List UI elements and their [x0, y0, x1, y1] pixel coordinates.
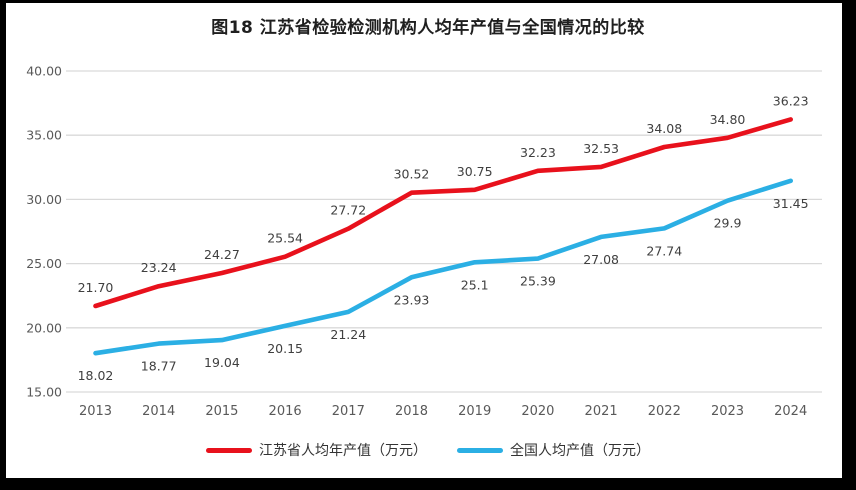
x-tick-label: 2017 — [332, 404, 365, 419]
x-tick-label: 2023 — [711, 404, 744, 419]
data-label: 23.24 — [141, 260, 177, 275]
data-label: 19.04 — [204, 355, 240, 370]
y-tick-label: 25.00 — [26, 256, 62, 271]
y-tick-label: 20.00 — [26, 320, 62, 335]
data-label: 18.02 — [78, 368, 114, 383]
frame-border-top — [0, 0, 856, 3]
y-tick-label: 30.00 — [26, 192, 62, 207]
y-tick-label: 15.00 — [26, 385, 62, 400]
x-tick-label: 2020 — [521, 404, 554, 419]
legend-item-jiangsu: 江苏省人均年产值（万元） — [206, 440, 427, 460]
data-label: 21.24 — [330, 327, 366, 342]
data-label: 21.70 — [78, 280, 114, 295]
data-label: 34.08 — [646, 121, 682, 136]
x-tick-label: 2016 — [269, 404, 302, 419]
data-label: 30.52 — [394, 167, 430, 182]
legend-item-national: 全国人均产值（万元） — [457, 440, 650, 460]
data-label: 32.23 — [520, 145, 556, 160]
x-tick-label: 2021 — [585, 404, 618, 419]
data-label: 27.08 — [583, 252, 619, 267]
legend-label-jiangsu: 江苏省人均年产值（万元） — [259, 443, 427, 459]
x-tick-label: 2015 — [205, 404, 238, 419]
y-tick-label: 40.00 — [26, 64, 62, 79]
data-label: 30.75 — [457, 164, 493, 179]
x-tick-label: 2014 — [142, 404, 175, 419]
x-tick-label: 2024 — [774, 404, 807, 419]
data-label: 25.39 — [520, 274, 556, 289]
data-label: 24.27 — [204, 247, 240, 262]
x-tick-label: 2013 — [79, 404, 112, 419]
x-tick-label: 2018 — [395, 404, 428, 419]
legend: 江苏省人均年产值（万元） 全国人均产值（万元） — [0, 440, 856, 460]
series-jiangsu-line — [93, 117, 794, 309]
data-label: 25.54 — [267, 231, 303, 246]
x-tick-label: 2019 — [458, 404, 491, 419]
data-label: 36.23 — [773, 93, 809, 108]
data-label: 18.77 — [141, 359, 177, 374]
data-label: 23.93 — [394, 292, 430, 307]
legend-swatch-jiangsu-line-icon — [206, 447, 252, 453]
data-label: 32.53 — [583, 141, 619, 156]
y-tick-label: 35.00 — [26, 128, 62, 143]
data-label: 27.74 — [646, 243, 682, 258]
data-label: 25.1 — [461, 277, 489, 292]
chart-title: 图18 江苏省检验检测机构人均年产值与全国情况的比较 — [211, 18, 645, 38]
data-label: 27.72 — [330, 203, 366, 218]
legend-label-national: 全国人均产值（万元） — [510, 443, 650, 459]
series-national-line — [93, 178, 794, 356]
data-label: 20.15 — [267, 341, 303, 356]
frame-border-bottom — [0, 478, 856, 490]
frame-border-right — [842, 0, 856, 490]
legend-swatch-national-line-icon — [457, 447, 503, 453]
data-label: 34.80 — [710, 112, 746, 127]
data-label: 29.9 — [714, 216, 742, 231]
frame-border-left — [0, 0, 6, 490]
data-label: 31.45 — [773, 196, 809, 211]
x-tick-label: 2022 — [648, 404, 681, 419]
